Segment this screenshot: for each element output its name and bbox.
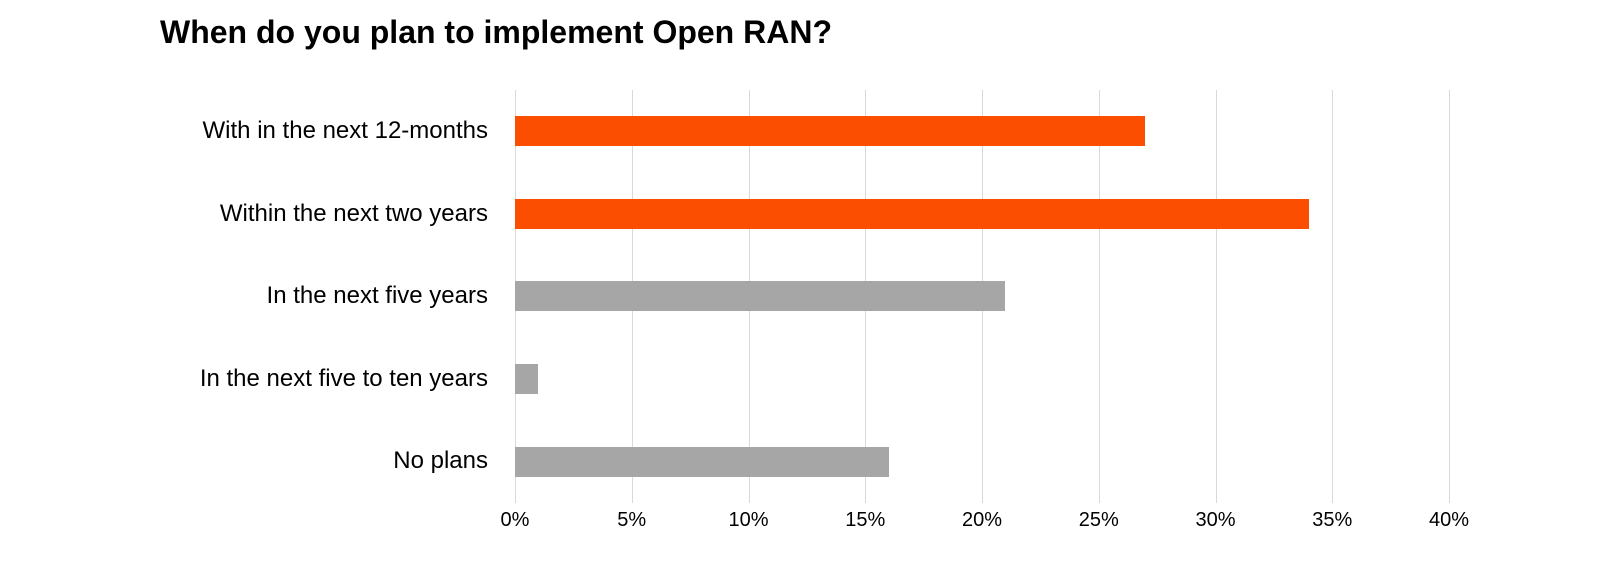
gridline xyxy=(1449,90,1450,503)
x-tick-label: 0% xyxy=(500,509,530,531)
bar-track xyxy=(515,198,1460,229)
bar xyxy=(515,446,889,477)
x-tick-label: 40% xyxy=(1428,509,1470,531)
x-tick-label: 35% xyxy=(1312,509,1353,531)
category-label: Within the next two years xyxy=(219,199,488,227)
bar-row: With in the next 12-months xyxy=(0,90,1460,173)
bar-rows: With in the next 12-months Within the nex… xyxy=(0,90,1460,503)
bar-row: In the next five years xyxy=(0,255,1460,338)
x-tick-label: 20% xyxy=(961,509,1003,531)
bar xyxy=(515,198,1309,229)
x-tick-label: 25% xyxy=(1078,509,1119,531)
x-tick-label: 10% xyxy=(728,509,769,531)
category-label: No plans xyxy=(393,447,488,475)
bar-track xyxy=(515,281,1460,312)
bar-track xyxy=(515,364,1460,395)
category-label: With in the next 12-months xyxy=(202,117,488,145)
bar xyxy=(515,364,539,395)
bar-track xyxy=(515,446,1460,477)
x-tick-label: 30% xyxy=(1195,509,1236,531)
chart-title: When do you plan to implement Open RAN? xyxy=(160,14,832,50)
bar-track xyxy=(515,116,1460,147)
bar-row: No plans xyxy=(0,420,1460,503)
gridline xyxy=(1098,90,1100,503)
x-axis: 0% 5% 10% 15% 20% 25% 30% 35% 40% xyxy=(501,509,1469,539)
bar xyxy=(515,116,1146,147)
x-tick-label: 15% xyxy=(845,509,886,531)
bar-row: Within the next two years xyxy=(0,173,1460,256)
gridline xyxy=(1332,90,1334,503)
bar xyxy=(515,281,1006,312)
category-label: In the next five to ten years xyxy=(199,364,488,392)
category-label: In the next five years xyxy=(266,282,488,310)
bar-row: In the next five to ten years xyxy=(0,338,1460,421)
x-tick-label: 5% xyxy=(617,509,647,531)
gridline xyxy=(1215,90,1217,503)
